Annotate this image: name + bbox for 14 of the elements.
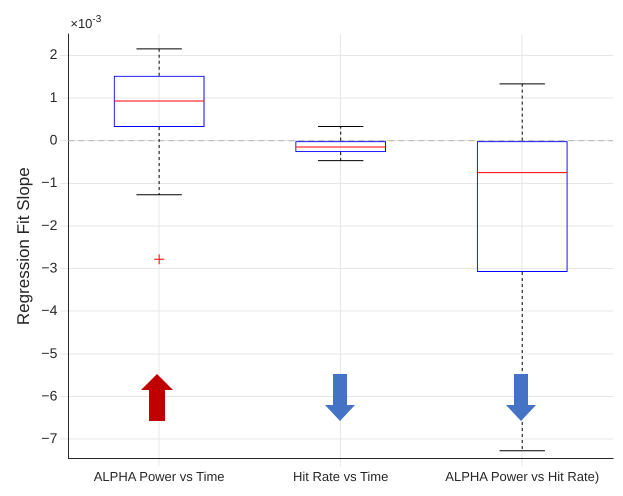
y-tick-label: 0 <box>50 131 58 148</box>
y-tick-label: −2 <box>41 216 58 233</box>
x-tick-label: Hit Rate vs Time <box>293 468 388 484</box>
y-tick-label: 2 <box>50 46 58 62</box>
y-tick-label: −1 <box>41 174 58 190</box>
y-tick-label: −4 <box>41 302 58 318</box>
y-tick-label: −6 <box>41 387 58 404</box>
y-tick-label: −5 <box>41 344 58 361</box>
y-tick-label: −7 <box>41 430 58 446</box>
x-tick-label: ALPHA Power vs Time <box>94 468 225 484</box>
y-tick-label: 1 <box>50 88 58 105</box>
y-axis-title: Regression Fit Slope <box>14 167 33 326</box>
x-tick-label: ALPHA Power vs Hit Rate) <box>445 468 600 484</box>
y-tick-label: −3 <box>41 259 58 276</box>
